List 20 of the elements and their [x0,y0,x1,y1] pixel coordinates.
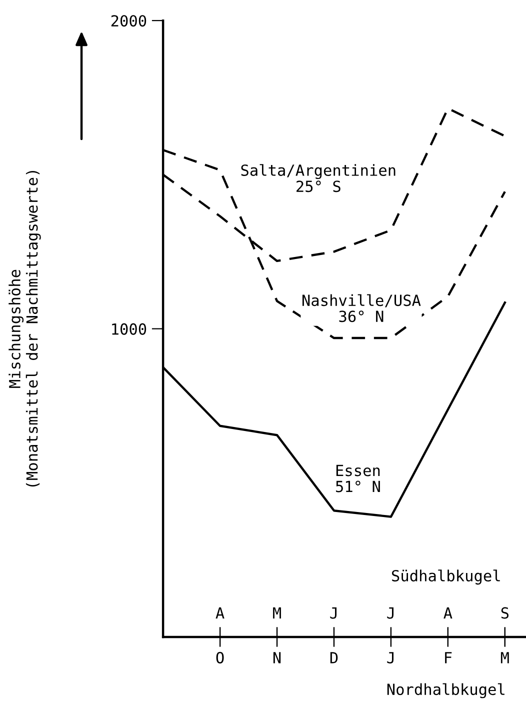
annotation: Essen 51° N [336,464,380,492]
annotation: A [216,607,224,619]
annotation: A [444,607,452,619]
annotation: J [387,607,394,619]
x-tick-label: N [273,652,281,664]
x-tick-label: O [216,652,224,664]
x-axis-title: Nordhalbkugel [387,683,504,698]
y-tick-label: 1000 [112,323,146,335]
annotation: S [501,607,509,619]
x2-axis-title: Südhalbkugel [392,570,500,585]
x-tick-label: D [330,652,338,664]
annotation: J [330,607,337,619]
x-tick-label: F [445,652,452,664]
y-axis-title: Mischungshöhe (Monatsmittel der Nachmittagswerte) [8,170,41,487]
annotation: Salta/Argentinien 25° S [241,164,396,192]
annotation: M [273,607,281,619]
x-tick-label: J [387,652,394,664]
annotation: Nashville/USA 36° N [302,294,421,322]
y-tick-label: 2000 [111,15,146,27]
x-tick-label: M [500,652,509,664]
